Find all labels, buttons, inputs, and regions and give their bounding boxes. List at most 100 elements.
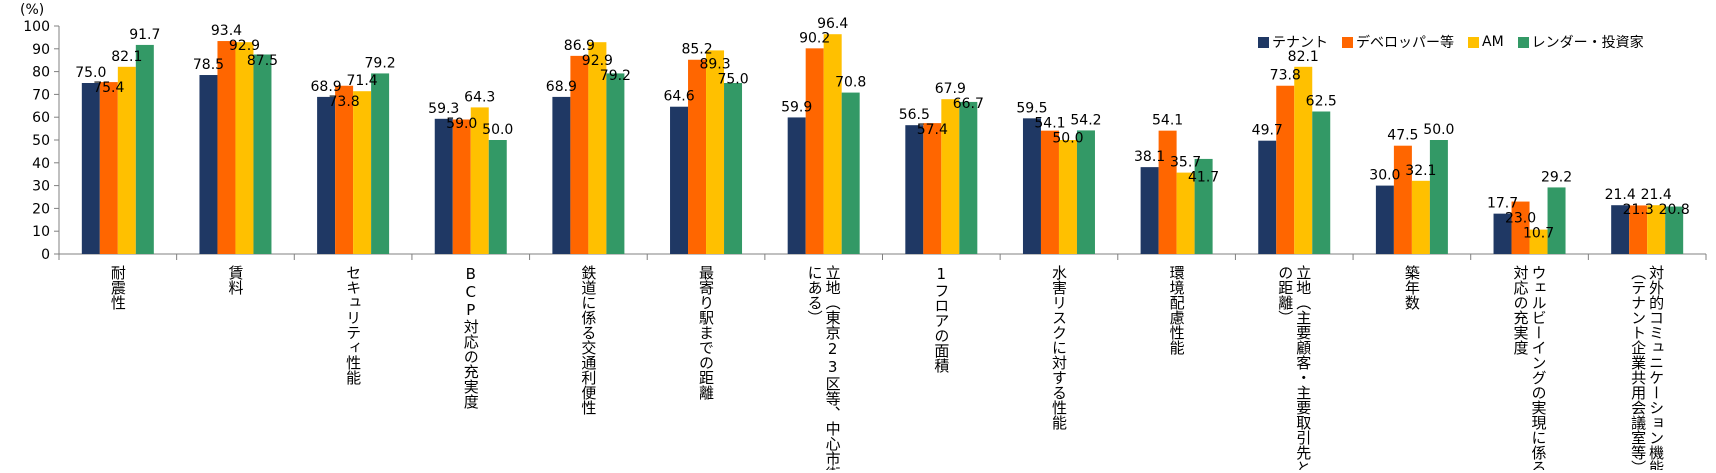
x-tick-label-8: 1フロアの面積 bbox=[932, 265, 951, 373]
data-label-2-10: 54.1 bbox=[1152, 113, 1183, 129]
bar-3-1 bbox=[117, 66, 136, 254]
data-label-1-14: 21.4 bbox=[1605, 187, 1636, 203]
x-tick-label-9: 水害リスクに対する性能 bbox=[1049, 265, 1068, 430]
bar-1-2 bbox=[199, 75, 218, 255]
legend-label: AM bbox=[1482, 34, 1504, 50]
data-label-4-9: 54.2 bbox=[1070, 112, 1101, 128]
y-tick-label: 10 bbox=[32, 224, 50, 240]
bar-3-4 bbox=[470, 107, 489, 254]
bar-3-6 bbox=[706, 50, 725, 255]
legend-label: レンダー・投資家 bbox=[1531, 35, 1644, 51]
legend-label: デベロッパー等 bbox=[1356, 35, 1454, 51]
y-tick-label: 100 bbox=[23, 19, 50, 35]
data-label-4-7: 70.8 bbox=[835, 75, 866, 91]
bar-4-7 bbox=[841, 92, 860, 255]
bar-1-10 bbox=[1140, 167, 1159, 254]
data-label-3-13: 10.7 bbox=[1523, 226, 1554, 242]
bar-3-8 bbox=[941, 99, 960, 254]
bar-2-5 bbox=[570, 55, 589, 255]
bar-3-10 bbox=[1176, 172, 1195, 254]
bar-4-10 bbox=[1194, 158, 1213, 254]
bar-2-13 bbox=[1511, 201, 1530, 254]
y-tick-label: 0 bbox=[41, 247, 50, 263]
x-tick-label-14: 対外的コミュニケーション機能 （テナント企業共用会議室等） bbox=[1629, 265, 1666, 470]
data-label-1-1: 75.0 bbox=[75, 65, 106, 81]
data-label-4-5: 79.2 bbox=[600, 68, 631, 84]
bar-4-6 bbox=[724, 83, 743, 254]
bar-3-9 bbox=[1058, 140, 1077, 254]
data-label-2-7: 90.2 bbox=[799, 30, 830, 46]
bar-2-4 bbox=[452, 119, 471, 254]
bar-4-11 bbox=[1312, 111, 1331, 254]
bar-3-7 bbox=[823, 34, 842, 254]
y-tick-label: 60 bbox=[32, 110, 50, 126]
bar-2-10 bbox=[1158, 130, 1177, 254]
bar-4-8 bbox=[959, 101, 978, 254]
bar-2-8 bbox=[923, 123, 942, 255]
x-tick-label-10: 環境配慮性能 bbox=[1167, 265, 1186, 355]
y-tick-label: 40 bbox=[32, 156, 50, 172]
data-label-3-11: 82.1 bbox=[1288, 49, 1319, 65]
data-label-2-2: 93.4 bbox=[211, 23, 242, 39]
legend-swatch bbox=[1258, 36, 1269, 48]
bar-1-7 bbox=[787, 117, 806, 254]
data-label-2-9: 54.1 bbox=[1034, 115, 1065, 131]
data-label-1-5: 68.9 bbox=[546, 79, 577, 95]
legend-swatch bbox=[1468, 36, 1479, 48]
data-label-4-14: 20.8 bbox=[1659, 202, 1690, 218]
bar-1-14 bbox=[1611, 205, 1630, 254]
data-label-3-3: 71.4 bbox=[347, 73, 378, 89]
data-label-4-6: 75.0 bbox=[717, 72, 748, 88]
data-label-3-12: 32.1 bbox=[1405, 163, 1436, 179]
data-label-1-4: 59.3 bbox=[428, 101, 459, 117]
data-label-3-2: 92.9 bbox=[229, 38, 260, 54]
legend-item-1: テナント bbox=[1258, 32, 1328, 52]
bar-3-5 bbox=[588, 42, 607, 254]
y-tick-label: 70 bbox=[32, 87, 50, 103]
legend-swatch bbox=[1342, 36, 1353, 48]
bar-4-9 bbox=[1076, 130, 1095, 254]
bar-1-13 bbox=[1493, 213, 1512, 254]
x-tick-label-13: ウェルビーイングの実現に係る 対応の充実度 bbox=[1511, 265, 1548, 470]
bar-4-3 bbox=[371, 73, 390, 254]
bar-1-5 bbox=[552, 96, 571, 255]
y-unit-label: (%) bbox=[20, 2, 45, 18]
data-label-3-9: 50.0 bbox=[1052, 130, 1083, 146]
data-label-2-3: 73.8 bbox=[329, 94, 360, 110]
bar-4-13 bbox=[1547, 187, 1566, 254]
data-label-2-12: 47.5 bbox=[1387, 128, 1418, 144]
bar-1-8 bbox=[905, 125, 924, 255]
data-label-1-6: 64.6 bbox=[663, 89, 694, 105]
bar-2-12 bbox=[1393, 145, 1412, 254]
bar-2-7 bbox=[805, 48, 824, 255]
bar-1-3 bbox=[317, 96, 336, 255]
x-tick-label-2: 賃料 bbox=[226, 265, 245, 295]
bar-4-2 bbox=[253, 54, 272, 254]
data-label-3-6: 89.3 bbox=[699, 57, 730, 73]
legend-item-4: レンダー・投資家 bbox=[1517, 32, 1644, 52]
bar-2-6 bbox=[688, 59, 707, 254]
bar-2-1 bbox=[99, 82, 118, 254]
data-label-4-13: 29.2 bbox=[1541, 169, 1572, 185]
legend-swatch bbox=[1517, 36, 1529, 48]
bar-4-4 bbox=[488, 140, 507, 254]
bar-1-11 bbox=[1258, 140, 1277, 254]
bar-4-5 bbox=[606, 73, 625, 254]
legend-item-3: AM bbox=[1468, 32, 1504, 52]
data-label-4-2: 87.5 bbox=[247, 53, 278, 69]
bar-4-1 bbox=[135, 44, 154, 255]
data-label-3-8: 67.9 bbox=[935, 81, 966, 97]
bar-2-11 bbox=[1276, 85, 1295, 255]
data-label-2-14: 21.3 bbox=[1623, 202, 1654, 218]
x-tick-label-5: 鉄道に係る交通利便性 bbox=[579, 265, 598, 415]
y-tick-label: 90 bbox=[32, 42, 50, 58]
bar-2-3 bbox=[335, 85, 354, 255]
y-tick-label: 80 bbox=[32, 65, 50, 81]
bar-3-12 bbox=[1411, 180, 1430, 254]
bar-3-3 bbox=[353, 91, 372, 254]
bar-1-12 bbox=[1375, 185, 1394, 254]
data-label-3-7: 96.4 bbox=[817, 16, 848, 32]
data-label-1-10: 38.1 bbox=[1134, 149, 1165, 165]
y-tick-label: 20 bbox=[32, 201, 50, 217]
